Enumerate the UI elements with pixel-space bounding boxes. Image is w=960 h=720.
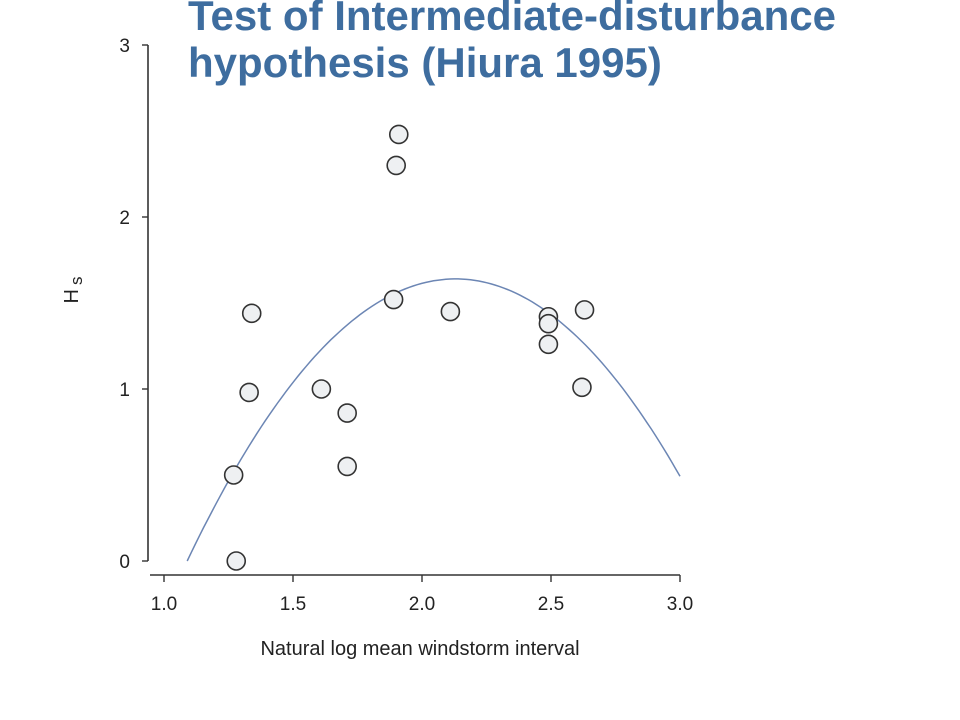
y-axis-title-sub: s	[67, 277, 86, 286]
data-point	[223, 465, 244, 485]
data-point	[311, 379, 332, 399]
slide-title-line-1: Test of Intermediate-disturbance	[188, 0, 837, 39]
y-tick-label: 1	[119, 380, 130, 401]
data-point	[337, 403, 357, 423]
data-point	[337, 456, 357, 477]
data-points	[223, 124, 595, 571]
chart-axes	[147, 45, 680, 576]
data-point	[574, 300, 595, 320]
slide-title-line-2: hypothesis (Hiura 1995)	[188, 39, 662, 86]
x-tick-label: 3.0	[667, 594, 693, 615]
slide-title: Test of Intermediate-disturbance hypothe…	[188, 0, 958, 86]
data-point	[538, 313, 559, 334]
data-point	[239, 382, 259, 403]
fit-curve	[186, 278, 681, 562]
x-tick-label: 1.0	[151, 594, 177, 615]
data-point	[241, 303, 262, 324]
data-point	[383, 289, 404, 310]
y-tick-label: 2	[119, 208, 130, 229]
chart-ticks: 0 1 2 3 1.0 1.5 2.0 2.5 3.0	[119, 36, 693, 615]
data-point	[538, 334, 559, 355]
y-axis-title: Hs	[61, 277, 86, 304]
data-point	[386, 155, 407, 176]
data-point	[440, 301, 461, 322]
data-point	[572, 377, 592, 398]
fit-curve-layer	[186, 278, 681, 562]
y-tick-label: 0	[119, 552, 130, 573]
x-tick-label: 2.5	[538, 594, 564, 615]
x-tick-label: 1.5	[280, 594, 306, 615]
data-point	[388, 124, 409, 145]
y-tick-label: 3	[119, 36, 130, 57]
y-axis-title-main: H	[61, 289, 83, 303]
data-point	[226, 551, 247, 571]
y-axis-title-group: Hs	[61, 277, 86, 304]
x-tick-label: 2.0	[409, 594, 435, 615]
x-axis-title: Natural log mean windstorm interval	[260, 638, 579, 660]
